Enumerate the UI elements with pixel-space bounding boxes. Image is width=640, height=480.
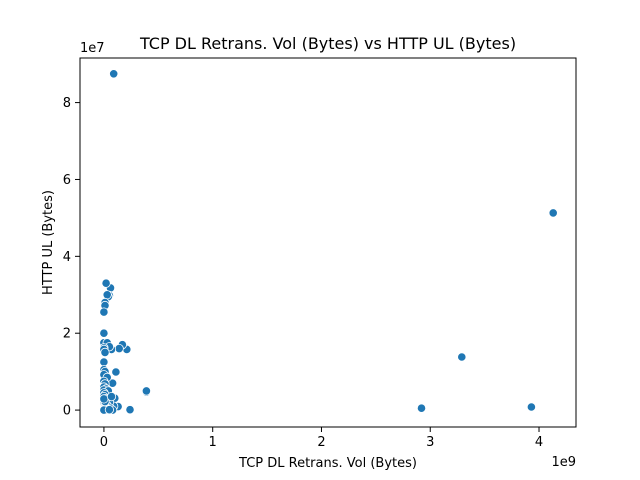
y-tick-label: 0 xyxy=(63,404,71,419)
points-layer xyxy=(99,69,558,415)
data-point xyxy=(100,347,110,357)
y-offset-label: 1e7 xyxy=(80,41,105,56)
x-tick-label: 2 xyxy=(317,435,325,450)
data-point xyxy=(106,391,117,402)
data-point xyxy=(104,405,115,415)
data-point xyxy=(526,402,537,412)
data-point xyxy=(141,386,151,396)
data-point xyxy=(102,290,112,300)
x-axis-label: TCP DL Retrans. Vol (Bytes) xyxy=(238,456,417,471)
y-tick-label: 6 xyxy=(63,173,71,188)
data-point xyxy=(101,278,111,288)
x-axis: 0 1 2 3 4 xyxy=(100,427,543,450)
data-point xyxy=(99,394,109,404)
y-tick-label: 2 xyxy=(63,327,71,342)
data-point xyxy=(99,307,109,317)
x-offset-label: 1e9 xyxy=(551,455,576,470)
y-tick-label: 8 xyxy=(63,96,71,111)
y-axis: 0 2 4 6 8 xyxy=(63,96,80,419)
x-tick-label: 1 xyxy=(209,435,217,450)
chart-title: TCP DL Retrans. Vol (Bytes) vs HTTP UL (… xyxy=(139,34,516,53)
plot-frame xyxy=(79,57,577,428)
y-axis-label: HTTP UL (Bytes) xyxy=(41,190,56,295)
data-point xyxy=(109,69,119,79)
x-tick-label: 4 xyxy=(535,435,543,450)
data-point xyxy=(125,405,135,415)
data-point xyxy=(99,328,109,338)
data-point xyxy=(111,367,121,377)
data-point xyxy=(457,352,467,362)
data-point xyxy=(416,403,427,413)
data-point xyxy=(548,208,558,218)
data-point xyxy=(114,343,124,354)
y-tick-label: 4 xyxy=(63,250,71,265)
x-tick-label: 3 xyxy=(426,435,434,450)
x-tick-label: 0 xyxy=(100,435,108,450)
data-point xyxy=(99,357,109,367)
